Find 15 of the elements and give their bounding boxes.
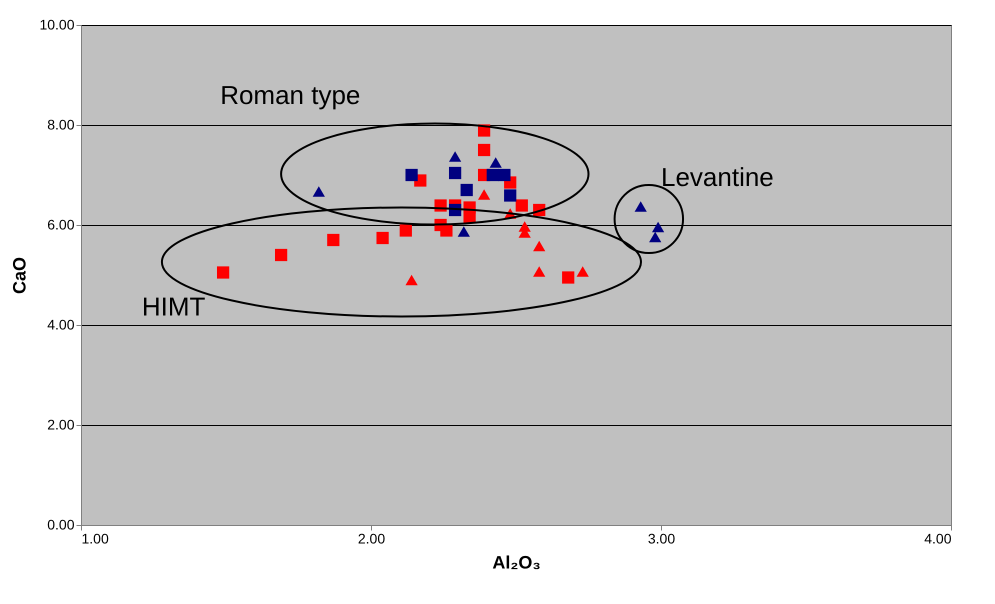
x-axis-title: Al₂O₃ [492, 552, 541, 572]
y-tick-label: 8.00 [47, 116, 75, 132]
y-tick-label: 4.00 [47, 316, 75, 332]
annotation: HIMT [142, 292, 206, 322]
annotation: Roman type [220, 80, 360, 110]
y-tick-label: 6.00 [47, 216, 75, 232]
y-axis-title: CaO [9, 256, 30, 294]
annotation: Levantine [661, 162, 774, 192]
x-tick-label: 2.00 [358, 530, 386, 546]
x-tick-label: 1.00 [82, 530, 109, 546]
x-tick-label: 3.00 [648, 530, 676, 546]
y-tick-label: 2.00 [47, 416, 75, 432]
y-tick-label: 0.00 [47, 516, 75, 532]
x-tick-label: 4.00 [924, 530, 952, 546]
y-tick-label: 10.00 [39, 16, 75, 32]
